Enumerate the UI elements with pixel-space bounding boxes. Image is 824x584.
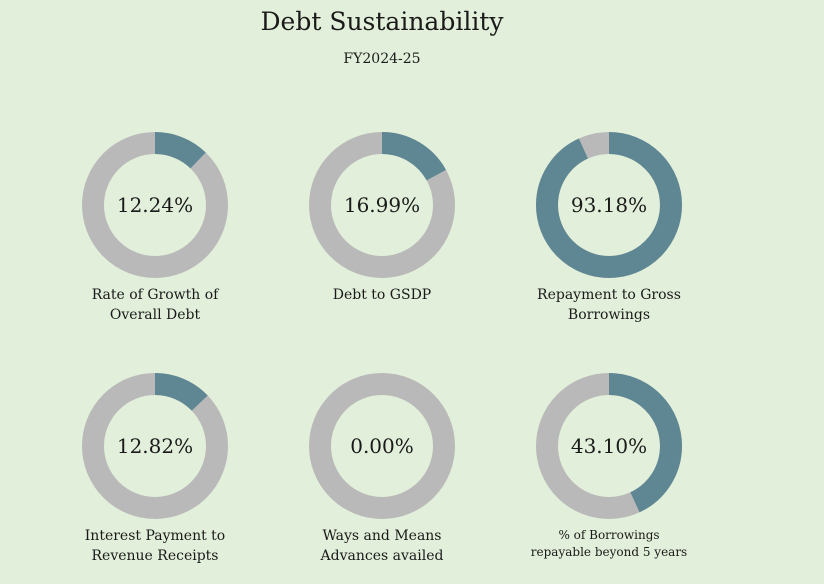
kpi-label: Rate of Growth of Overall Debt [55, 285, 255, 325]
donut-svg [536, 373, 682, 519]
donut-chart: 16.99% [309, 132, 455, 278]
kpi-label-line-2: repayable beyond 5 years [530, 545, 688, 559]
kpi-label-line-2: Revenue Receipts [91, 548, 219, 564]
kpi-label-line-2: Borrowings [567, 307, 651, 323]
donut-svg [82, 373, 228, 519]
donut-value-label: 12.82% [116, 434, 194, 458]
donut-chart: 12.24% [82, 132, 228, 278]
donut-chart: 12.82% [82, 373, 228, 519]
donut-svg [309, 132, 455, 278]
donut-chart: 0.00% [309, 373, 455, 519]
kpi-label-line-1: Rate of Growth of [91, 287, 219, 303]
donut-value-arc [536, 132, 682, 278]
donut-chart: 43.10% [536, 373, 682, 519]
donut-value-label: 0.00% [350, 434, 414, 458]
kpi-label: Ways and Means Advances availed [282, 526, 482, 566]
kpi-label: Repayment to Gross Borrowings [509, 285, 709, 325]
donut-svg [309, 373, 455, 519]
donut-value-arc [536, 373, 682, 519]
kpi-label: % of Borrowings repayable beyond 5 years [509, 527, 709, 561]
kpi-label-line-2: Advances availed [320, 548, 444, 564]
donut-value-arc [82, 373, 228, 519]
kpi-label-line-1: Repayment to Gross [537, 287, 681, 303]
donut-value-arc [82, 132, 228, 278]
donut-track [309, 373, 455, 519]
donut-svg [536, 132, 682, 278]
kpi-label-line-2: Overall Debt [109, 307, 201, 323]
donut-value-arc [309, 132, 455, 278]
kpi-label: Interest Payment to Revenue Receipts [55, 526, 255, 566]
kpi-label-line-1: Debt to GSDP [332, 287, 432, 303]
donut-chart: 93.18% [536, 132, 682, 278]
donut-value-label: 43.10% [570, 434, 648, 458]
page-title: Debt Sustainability [260, 7, 504, 36]
kpi-label-line-1: Ways and Means [322, 528, 442, 544]
kpi-label-line-1: % of Borrowings [558, 528, 660, 542]
donut-svg [82, 132, 228, 278]
kpi-label: Debt to GSDP [282, 285, 482, 305]
page-subtitle: FY2024-25 [343, 51, 421, 67]
donut-value-label: 16.99% [343, 193, 421, 217]
kpi-label-line-1: Interest Payment to [84, 528, 226, 544]
donut-value-label: 12.24% [116, 193, 194, 217]
donut-value-label: 93.18% [570, 193, 648, 217]
